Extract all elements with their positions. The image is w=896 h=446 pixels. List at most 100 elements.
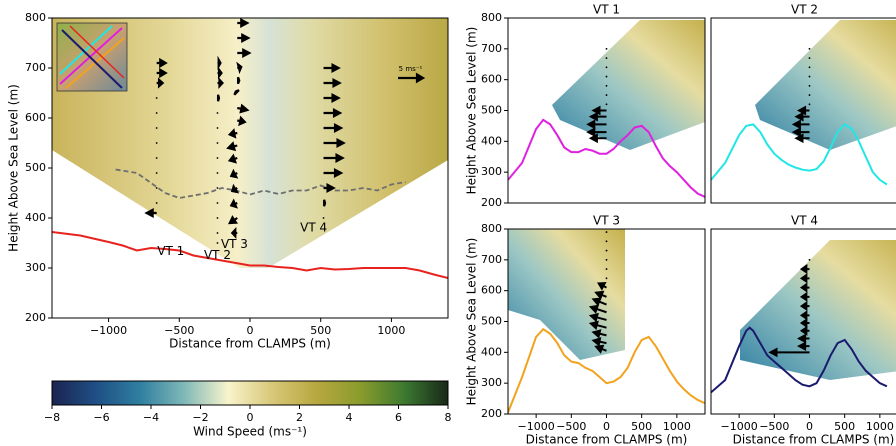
wind-arrow <box>799 310 810 321</box>
wind-arrow <box>799 273 810 284</box>
wind-field <box>740 240 896 380</box>
wind-arrow <box>323 92 341 104</box>
y-tick-label: 400 <box>481 134 502 147</box>
y-tick-label: 700 <box>481 42 502 55</box>
annotation: VT 1 <box>157 244 184 258</box>
line <box>508 118 705 198</box>
x-tick-label: 8 <box>445 411 452 424</box>
wind-dot <box>808 94 811 96</box>
wind-dot <box>155 187 158 189</box>
wind-arrow <box>794 133 810 144</box>
wind-dot <box>216 242 219 244</box>
x-tick-label: 0 <box>806 420 813 433</box>
x-tick-label: 1000 <box>663 420 691 433</box>
wind-arrow <box>323 199 327 207</box>
wind-arrow <box>226 141 238 152</box>
x-tick-label: 0 <box>247 411 254 424</box>
x-tick-label: −1000 <box>721 420 758 433</box>
x-tick-label: −1000 <box>518 420 555 433</box>
wind-arrow <box>217 55 222 71</box>
colorbar <box>51 380 449 406</box>
wind-dot <box>216 127 219 129</box>
wind-arrow <box>227 215 239 225</box>
wind-arrow <box>323 137 346 149</box>
x-tick-label: 500 <box>631 420 652 433</box>
wind-arrow <box>237 32 251 44</box>
y-tick-label: 400 <box>25 211 46 224</box>
wind-dot <box>216 217 219 219</box>
wind-arrow <box>323 107 343 119</box>
wind-dot <box>605 47 608 50</box>
wind-arrow <box>323 167 344 179</box>
y-tick-label: 400 <box>481 345 502 358</box>
plot-area <box>52 18 448 279</box>
x-tick-label: 0 <box>247 324 254 337</box>
x-tick-label: 0 <box>603 420 610 433</box>
x-tick-label: −500 <box>164 324 194 337</box>
wind-dot <box>155 202 158 204</box>
wind-arrow <box>237 115 247 127</box>
wind-arrow <box>799 325 810 336</box>
wind-dot <box>605 66 608 69</box>
wind-dot <box>808 84 811 87</box>
annotation: VT 3 <box>221 237 248 251</box>
y-tick-label: 300 <box>481 165 502 178</box>
wind-dot <box>808 75 811 78</box>
wind-arrow <box>791 127 810 137</box>
wind-arrow <box>323 152 345 164</box>
plot-area <box>508 47 705 198</box>
wind-dot <box>605 75 608 78</box>
y-tick-label: 300 <box>481 376 502 389</box>
wind-arrow <box>227 128 238 139</box>
wind-field <box>52 18 448 268</box>
wind-dot <box>808 66 811 69</box>
wind-dot <box>216 202 219 204</box>
line <box>711 326 888 394</box>
wind-arrow <box>588 133 607 144</box>
wind-field <box>552 20 705 150</box>
wind-arrow <box>591 297 607 307</box>
panel-title: VT 1 <box>593 3 620 17</box>
wind-arrow <box>216 94 221 102</box>
x-tick-label: −500 <box>556 420 586 433</box>
wind-arrow <box>586 127 607 137</box>
wind-arrow <box>323 182 336 194</box>
line <box>508 327 705 413</box>
wind-arrow <box>237 47 252 59</box>
wind-arrow <box>229 198 239 209</box>
panel-title: VT 3 <box>593 214 620 228</box>
wind-arrow <box>156 77 165 89</box>
wind-arrow <box>237 103 250 114</box>
wind-arrow <box>156 67 168 79</box>
x-tick-label: 4 <box>346 411 353 424</box>
wind-arrow <box>799 282 810 293</box>
y-tick-label: 800 <box>481 11 502 24</box>
wind-arrow <box>796 105 810 116</box>
y-tick-label: 500 <box>25 161 46 174</box>
wind-arrow <box>323 62 341 74</box>
plot-area <box>508 231 705 413</box>
wind-arrow <box>229 168 239 179</box>
panel-title: VT 4 <box>791 214 818 228</box>
x-tick-label: −500 <box>759 420 789 433</box>
plot-area <box>711 258 888 394</box>
wind-arrow <box>230 183 240 194</box>
line <box>711 123 888 186</box>
x-axis-label: Distance from CLAMPS (m) <box>526 433 688 446</box>
wind-arrow <box>768 347 810 358</box>
wind-field <box>508 229 625 360</box>
wind-arrow <box>799 291 810 302</box>
wind-dot <box>216 157 219 159</box>
y-axis-label: Height Above Sea Level (m) <box>465 238 479 406</box>
wind-dot <box>605 240 608 243</box>
wind-dot <box>808 47 811 50</box>
wind-arrow <box>794 111 810 122</box>
wind-field <box>755 20 896 150</box>
wind-arrow <box>594 344 607 354</box>
y-tick-label: 600 <box>481 73 502 86</box>
wind-dot <box>216 232 219 234</box>
colorbar-label: Wind Speed (ms⁻¹) <box>193 425 307 439</box>
y-tick-label: 600 <box>25 111 46 124</box>
wind-dot <box>605 258 608 261</box>
